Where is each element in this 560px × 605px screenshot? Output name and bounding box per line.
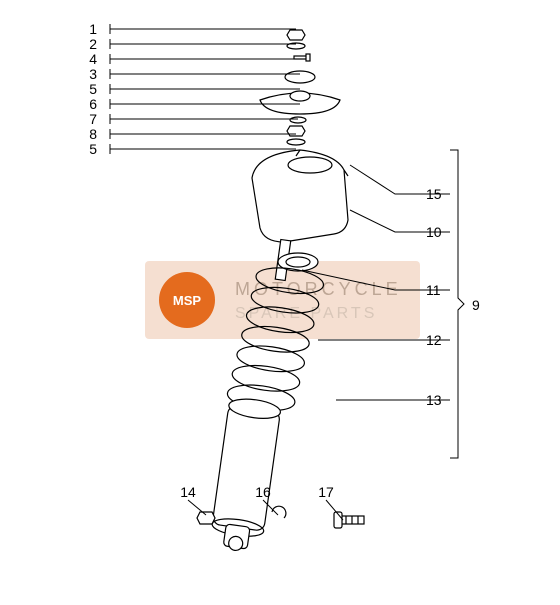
label-13: 13 (426, 392, 442, 408)
label-10: 10 (426, 224, 442, 240)
watermark-line2: SPARE PARTS (235, 305, 377, 322)
label-11: 11 (426, 282, 441, 298)
shock-absorber-diagram: MSP MOTORCYCLE SPARE PARTS (0, 0, 560, 605)
label-5b: 5 (89, 141, 97, 157)
label-8: 8 (89, 126, 97, 142)
label-7: 7 (89, 111, 97, 127)
label-3: 3 (89, 66, 97, 82)
label-12: 12 (426, 332, 442, 348)
logo-text: MSP (173, 293, 202, 308)
label-4: 4 (89, 51, 97, 67)
label-16: 16 (255, 484, 271, 500)
label-9: 9 (472, 297, 480, 313)
label-15: 15 (426, 186, 442, 202)
label-6: 6 (89, 96, 97, 112)
label-5a: 5 (89, 81, 97, 97)
label-2: 2 (89, 36, 97, 52)
label-17: 17 (318, 484, 334, 500)
label-14: 14 (180, 484, 196, 500)
label-1: 1 (89, 21, 97, 37)
